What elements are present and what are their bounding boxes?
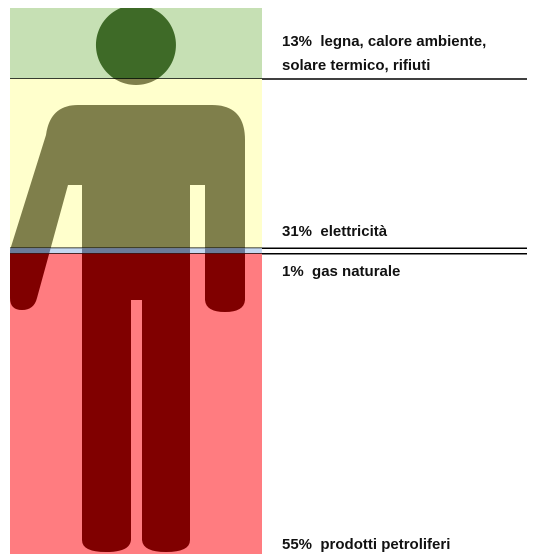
value-label: 13% [282, 33, 313, 50]
band-label: 31% elettricità [282, 220, 532, 244]
band-label: 55% prodotti petroliferi [282, 533, 532, 554]
figure-part [10, 78, 245, 249]
band-label: 1% gas naturale [282, 260, 532, 284]
figure-part [95, 8, 176, 79]
figure-part [10, 248, 245, 254]
value-label: 55% [282, 536, 313, 553]
category-label: prodotti petroliferi [320, 536, 451, 553]
category-label: elettricità [320, 223, 388, 241]
value-label: 31% [282, 223, 313, 241]
category-label: gas naturale [312, 263, 401, 280]
value-label: 1% [282, 263, 304, 280]
band-label: 13% legna, calore ambiente, solare termi… [282, 30, 532, 78]
category-label: legna, calore ambiente, solare termico, … [282, 33, 487, 74]
figure-part [10, 253, 245, 552]
